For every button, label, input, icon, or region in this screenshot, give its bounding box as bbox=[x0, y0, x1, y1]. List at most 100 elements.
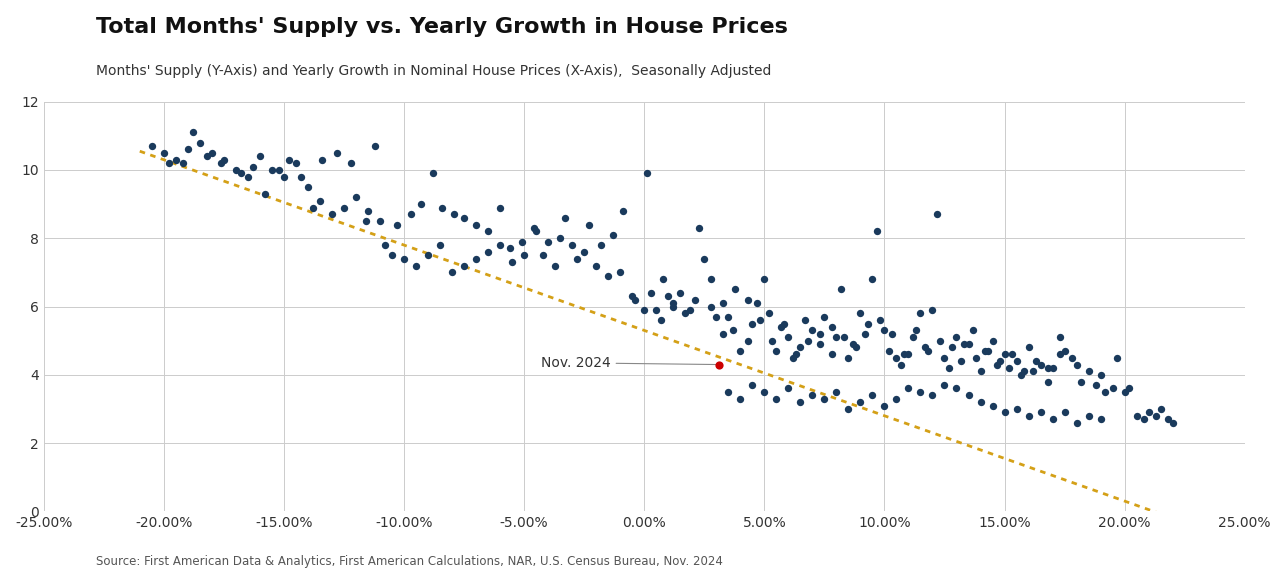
Point bbox=[975, 346, 995, 356]
Point bbox=[423, 169, 444, 178]
Point bbox=[1079, 411, 1100, 420]
Point bbox=[662, 299, 683, 308]
Point bbox=[914, 343, 935, 352]
Point bbox=[1019, 411, 1039, 420]
Point bbox=[845, 343, 865, 352]
Point bbox=[891, 360, 912, 369]
Point bbox=[766, 346, 787, 356]
Point bbox=[927, 210, 948, 219]
Point bbox=[850, 309, 871, 318]
Point bbox=[750, 316, 770, 325]
Point bbox=[983, 336, 1003, 345]
Point bbox=[747, 299, 768, 308]
Point bbox=[988, 360, 1008, 369]
Point bbox=[714, 299, 734, 308]
Point bbox=[183, 128, 203, 137]
Point bbox=[718, 312, 738, 321]
Point bbox=[795, 316, 815, 325]
Point bbox=[922, 305, 943, 314]
Text: Months' Supply (Y-Axis) and Yearly Growth in Nominal House Prices (X-Axis),  Sea: Months' Supply (Y-Axis) and Yearly Growt… bbox=[96, 64, 772, 78]
Point bbox=[567, 254, 588, 263]
Point bbox=[679, 305, 700, 314]
Point bbox=[675, 309, 696, 318]
Point bbox=[545, 261, 566, 270]
Point bbox=[989, 357, 1010, 366]
Point bbox=[922, 391, 943, 400]
Point bbox=[946, 384, 967, 393]
Point bbox=[718, 387, 738, 397]
Point bbox=[694, 254, 715, 263]
Point bbox=[562, 241, 583, 250]
Point bbox=[1038, 363, 1058, 372]
Point bbox=[1133, 415, 1154, 424]
Point bbox=[1071, 377, 1092, 386]
Point bbox=[622, 292, 643, 301]
Point bbox=[634, 305, 655, 314]
Point bbox=[322, 210, 342, 219]
Point bbox=[1049, 332, 1070, 342]
Point bbox=[850, 397, 871, 407]
Point bbox=[953, 339, 974, 349]
Point bbox=[814, 312, 835, 321]
Point bbox=[466, 254, 486, 263]
Point bbox=[1030, 360, 1051, 369]
Point bbox=[930, 336, 950, 345]
Point bbox=[1085, 380, 1106, 390]
Point bbox=[725, 285, 746, 294]
Point bbox=[261, 165, 282, 175]
Point bbox=[934, 353, 954, 362]
Point bbox=[754, 274, 774, 284]
Point bbox=[963, 326, 984, 335]
Point bbox=[831, 285, 851, 294]
Point bbox=[532, 251, 553, 260]
Point bbox=[742, 319, 763, 328]
Point bbox=[478, 227, 499, 236]
Point bbox=[526, 227, 547, 236]
Point bbox=[826, 332, 846, 342]
Point bbox=[478, 247, 499, 256]
Point bbox=[1157, 415, 1178, 424]
Point bbox=[430, 241, 450, 250]
Point bbox=[790, 397, 810, 407]
Point bbox=[1025, 357, 1046, 366]
Point bbox=[994, 408, 1015, 417]
Point bbox=[898, 350, 918, 359]
Point bbox=[646, 305, 666, 314]
Point bbox=[598, 271, 619, 281]
Point bbox=[442, 268, 463, 277]
Point bbox=[1042, 363, 1062, 372]
Point bbox=[730, 346, 751, 356]
Point bbox=[905, 326, 926, 335]
Point bbox=[842, 339, 863, 349]
Point bbox=[910, 309, 931, 318]
Point bbox=[418, 251, 439, 260]
Point bbox=[158, 158, 179, 168]
Point bbox=[874, 326, 895, 335]
Point bbox=[730, 394, 751, 403]
Point bbox=[1151, 404, 1172, 414]
Point bbox=[862, 274, 882, 284]
Point bbox=[651, 316, 671, 325]
Point bbox=[809, 339, 829, 349]
Point bbox=[432, 203, 453, 212]
Point bbox=[802, 326, 823, 335]
Point bbox=[269, 165, 289, 175]
Point bbox=[1096, 387, 1116, 397]
Point bbox=[274, 172, 294, 182]
Point bbox=[1107, 353, 1128, 362]
Point bbox=[405, 261, 426, 270]
Point bbox=[346, 193, 367, 202]
Point bbox=[327, 148, 347, 158]
Point bbox=[1115, 387, 1136, 397]
Point bbox=[1055, 408, 1075, 417]
Point bbox=[862, 391, 882, 400]
Point bbox=[454, 261, 475, 270]
Point bbox=[1079, 367, 1100, 376]
Point bbox=[754, 387, 774, 397]
Point bbox=[358, 206, 378, 216]
Point bbox=[737, 336, 757, 345]
Point bbox=[826, 387, 846, 397]
Point bbox=[177, 145, 198, 154]
Point bbox=[958, 391, 979, 400]
Point bbox=[653, 274, 674, 284]
